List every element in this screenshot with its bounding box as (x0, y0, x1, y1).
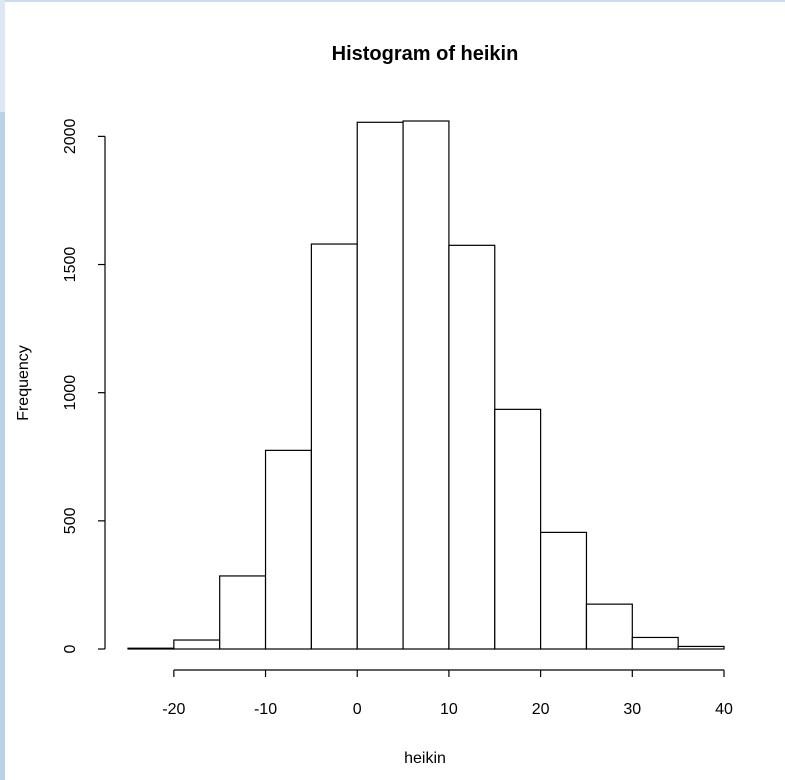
x-tick-label: 20 (532, 701, 550, 718)
histogram-bar (310, 243, 358, 650)
histogram-bar (264, 449, 312, 650)
window-left-border (0, 0, 5, 780)
x-tick-label: 30 (623, 701, 641, 718)
histogram-bar (631, 636, 679, 650)
x-tick-label: 0 (353, 701, 362, 718)
x-tick-label: -20 (162, 701, 185, 718)
histogram-bar (540, 531, 588, 650)
y-axis-label: Frequency (15, 345, 32, 421)
histogram-bar (448, 244, 496, 650)
histogram-bar (356, 121, 404, 650)
chart-title: Histogram of heikin (332, 43, 519, 65)
histogram-bar (219, 575, 267, 650)
histogram-bars (127, 120, 725, 650)
x-tick-label: 10 (440, 701, 458, 718)
histogram-bar (677, 645, 725, 650)
histogram-bar (173, 639, 221, 650)
x-axis-label: heikin (404, 750, 446, 767)
y-axis: 0 500 1000 1500 2000 (62, 118, 106, 653)
x-tick-label: -10 (254, 701, 277, 718)
histogram-bar (127, 647, 175, 650)
y-tick-label: 1500 (62, 247, 79, 283)
histogram-bar (585, 603, 633, 650)
window-left-border-upper (0, 0, 5, 112)
y-tick-label: 0 (62, 644, 79, 653)
window-left-border-lower (0, 112, 5, 780)
y-tick-label: 1000 (62, 375, 79, 411)
histogram-bar (494, 408, 542, 650)
x-axis: -20 -10 0 10 20 30 40 (162, 669, 733, 718)
histogram-bar (402, 120, 450, 650)
x-tick-label: 40 (715, 701, 733, 718)
y-tick-label: 500 (62, 507, 79, 534)
window-top-border (0, 0, 785, 2)
y-tick-label: 2000 (62, 118, 79, 154)
